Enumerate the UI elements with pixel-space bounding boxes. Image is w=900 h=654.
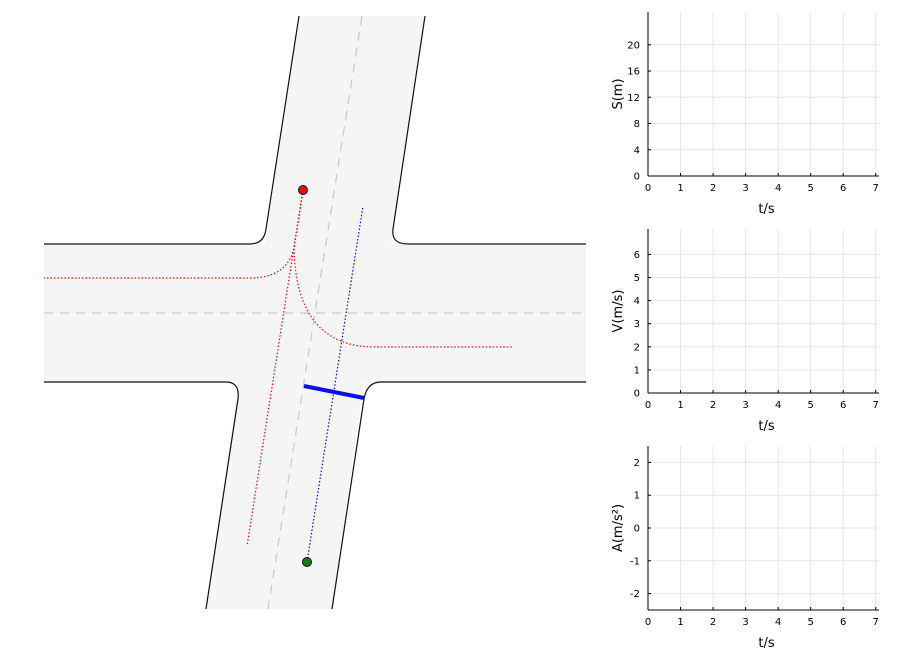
x-tick-label: 4 (775, 617, 781, 628)
intersection-scene (44, 15, 586, 610)
road-edge-bottom-right (331, 381, 586, 610)
y-tick-label: 16 (627, 67, 640, 78)
x-tick-label: 5 (807, 183, 813, 194)
x-tick-label: 2 (710, 617, 716, 628)
y-tick-label: 2 (634, 342, 640, 353)
y-tick-label: 20 (627, 40, 640, 51)
x-tick-label: 1 (677, 183, 683, 194)
road-surface (44, 16, 586, 609)
x-tick-label: 6 (840, 400, 846, 411)
x-tick-label: 4 (775, 400, 781, 411)
velocity-plot: 0 1 2 3 4 5 6 7 0 1 2 3 4 5 6 t/s V(m/s) (600, 217, 900, 434)
y-tick-label: 0 (634, 524, 640, 535)
y-axis-label: S(m) (611, 78, 626, 109)
x-tick-label: 6 (840, 617, 846, 628)
road-edge-top-left (44, 15, 300, 245)
y-tick-label: 1 (634, 365, 640, 376)
x-tick-label: 5 (807, 617, 813, 628)
x-tick-label: 2 (710, 400, 716, 411)
x-tick-label: 1 (677, 617, 683, 628)
x-tick-label: 0 (645, 617, 651, 628)
x-axis-label: t/s (758, 636, 774, 651)
y-tick-label: 2 (634, 458, 640, 469)
y-axis-label: A(m/s²) (611, 504, 626, 552)
x-tick-label: 6 (840, 183, 846, 194)
x-tick-label: 7 (873, 183, 879, 194)
lane-divider-vertical (267, 15, 363, 610)
y-tick-label: 1 (634, 491, 640, 502)
road-edge-bottom-left (44, 381, 239, 610)
y-tick-label: 12 (627, 93, 640, 104)
x-tick-label: 4 (775, 183, 781, 194)
y-tick-label: 4 (634, 145, 640, 156)
x-tick-label: 1 (677, 400, 683, 411)
y-tick-label: 3 (634, 319, 640, 330)
y-tick-label: 6 (634, 250, 640, 261)
x-tick-label: 0 (645, 400, 651, 411)
road-edge-top-right (392, 15, 586, 245)
y-tick-label: 0 (634, 389, 640, 400)
red-path-left-turn (44, 189, 304, 279)
x-tick-label: 5 (807, 400, 813, 411)
red-path-straight (246, 189, 304, 547)
blue-path (306, 205, 364, 563)
x-tick-label: 3 (742, 400, 748, 411)
y-tick-label: 4 (634, 296, 640, 307)
green-vehicle-marker (302, 557, 312, 567)
y-tick-label: 5 (634, 273, 640, 284)
red-path-right-turn (293, 189, 512, 348)
red-vehicle-marker (298, 185, 308, 195)
x-tick-label: 3 (742, 183, 748, 194)
y-tick-label: 0 (634, 172, 640, 183)
stop-bar (303, 384, 365, 400)
x-tick-label: 0 (645, 183, 651, 194)
x-tick-label: 2 (710, 183, 716, 194)
y-tick-label: 8 (634, 119, 640, 130)
y-axis-label: V(m/s) (611, 290, 626, 333)
y-tick-label: -1 (630, 556, 640, 567)
x-axis-label: t/s (758, 419, 774, 434)
x-tick-label: 7 (873, 400, 879, 411)
x-tick-label: 3 (742, 617, 748, 628)
acceleration-plot: 0 1 2 3 4 5 6 7 -2 -1 0 1 2 t/s A(m/s²) (600, 434, 900, 651)
x-tick-label: 7 (873, 617, 879, 628)
x-axis-label: t/s (758, 202, 774, 217)
distance-plot: 0 1 2 3 4 5 6 7 0 4 8 12 16 20 t/s S(m) (600, 0, 900, 217)
y-tick-label: -2 (630, 589, 640, 600)
